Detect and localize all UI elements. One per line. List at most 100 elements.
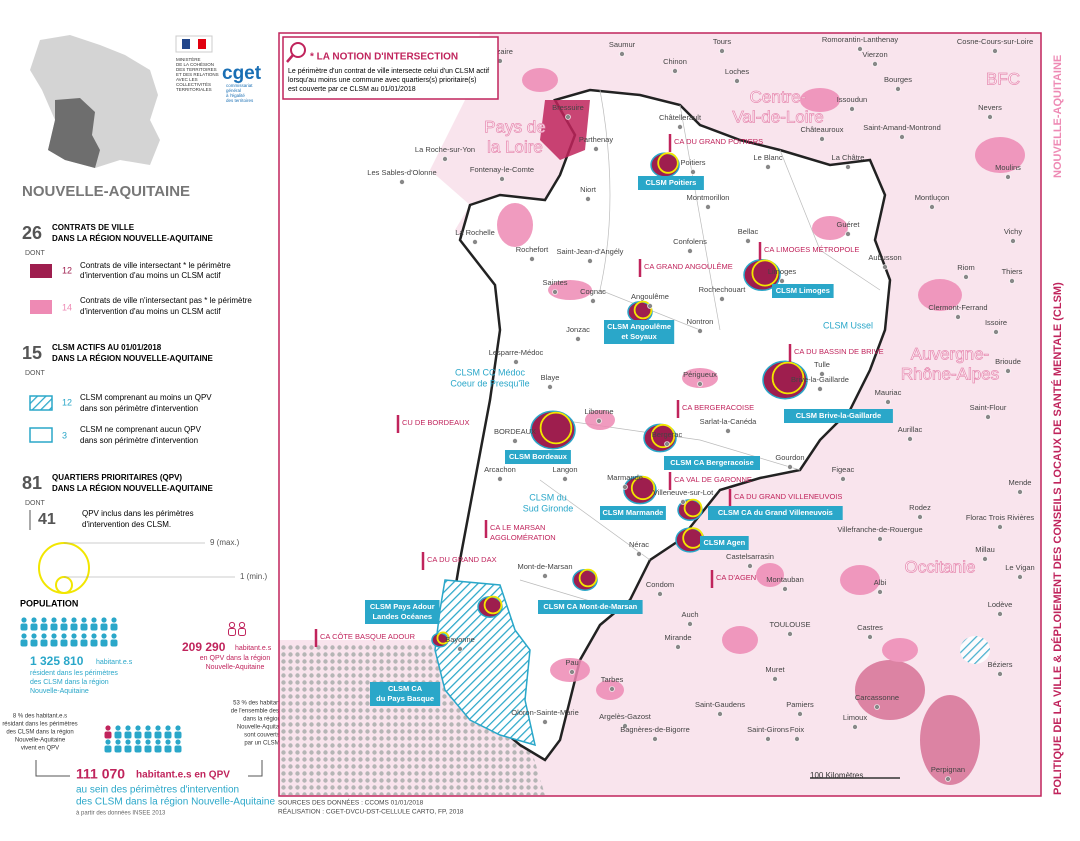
city-dot	[1017, 574, 1023, 580]
magnifier-icon	[290, 42, 306, 58]
city-dot	[787, 631, 793, 637]
city-dot	[609, 686, 615, 692]
city-label: Bressuire	[552, 103, 584, 112]
person-body	[100, 623, 108, 631]
person-body	[110, 639, 118, 647]
city-dot	[587, 258, 593, 264]
city-label: Fontenay-le-Comte	[470, 165, 534, 174]
person-head	[61, 633, 67, 639]
legend-text: dans son périmètre d'intervention	[80, 404, 198, 413]
city-dot	[585, 196, 591, 202]
person-body	[114, 745, 122, 753]
cget-logo: cget	[222, 63, 262, 84]
person-body	[104, 731, 112, 739]
city-dot	[590, 298, 596, 304]
city-dot	[697, 328, 703, 334]
size-legend-circle	[38, 542, 90, 594]
city-dot	[677, 124, 683, 130]
legend-text: d'intervention d'au moins un CLSM actif	[80, 307, 221, 316]
clsm-box	[708, 506, 843, 520]
city-dot	[675, 644, 681, 650]
person-body	[90, 639, 98, 647]
city-dot	[652, 736, 658, 742]
city-dot	[849, 106, 855, 112]
city-label: Blaye	[541, 373, 560, 382]
city-label: Marmande	[607, 473, 643, 482]
person-head	[105, 725, 111, 731]
person-head	[111, 633, 117, 639]
person-head	[125, 725, 131, 731]
city-label: Jonzac	[566, 325, 590, 334]
size-legend-circle	[55, 576, 73, 594]
region-title: NOUVELLE-AQUITAINE	[22, 183, 190, 200]
qpv-circle	[657, 152, 679, 174]
city-label: Oloron-Sainte-Marie	[511, 708, 579, 717]
person-body	[80, 623, 88, 631]
agglomeration-label: CA DU GRAND VILLENEUVOIS	[734, 492, 842, 501]
city-label: Villefranche-de-Rouergue	[837, 525, 922, 534]
person-head	[115, 739, 121, 745]
person-head	[91, 633, 97, 639]
clsm-box	[538, 600, 643, 614]
agglomeration-label: CU DE BORDEAUX	[402, 418, 470, 427]
qpv-line: en QPV dans la région	[200, 655, 271, 662]
legend-text: CLSM ne comprenant aucun QPV	[80, 425, 202, 434]
count: 81	[22, 473, 42, 493]
city-dot	[562, 476, 568, 482]
person-body	[110, 623, 118, 631]
city-label: Guéret	[837, 220, 861, 229]
person-head	[81, 633, 87, 639]
share-line: sont couverts	[244, 733, 280, 739]
ministry-line: ET DES RELATIONS	[176, 72, 219, 77]
city-dot	[772, 676, 778, 682]
city-label: Bayonne	[445, 635, 475, 644]
section-title: DANS LA RÉGION NOUVELLE-AQUITAINE	[52, 354, 214, 363]
city-dot	[1009, 278, 1015, 284]
city-dot	[547, 384, 553, 390]
agglomeration-label: CA LIMOGES MÉTROPOLE	[764, 245, 859, 254]
city-dot	[997, 611, 1003, 617]
city-dot	[647, 303, 653, 309]
city-label: Tulle	[814, 360, 830, 369]
city-dot	[907, 436, 913, 442]
city-dot	[719, 296, 725, 302]
city-dot	[782, 586, 788, 592]
clsm-box	[505, 450, 571, 464]
legend-swatch	[29, 395, 53, 411]
city-label: Niort	[580, 185, 597, 194]
qpv-text: en QPV dans la région Nouvelle-Aquitaine	[200, 655, 271, 671]
clsm-box	[772, 284, 834, 298]
city-dot	[664, 441, 670, 447]
city-label: Vierzon	[862, 50, 887, 59]
person-body	[154, 745, 162, 753]
city-dot	[657, 591, 663, 597]
big-number: 209 290	[182, 640, 226, 654]
city-dot	[845, 231, 851, 237]
city-label: Villeneuve-sur-Lot	[653, 488, 714, 497]
person-head	[51, 617, 57, 623]
region-label: Pays de	[484, 117, 545, 136]
city-label: Parthenay	[579, 135, 613, 144]
city-dot	[725, 428, 731, 434]
ministry-line: DE LA COHÉSION	[176, 61, 214, 67]
city-dot	[817, 386, 823, 392]
share-line: de l'ensemble des QPV	[231, 709, 294, 715]
city-label: Albi	[874, 578, 887, 587]
agglomeration-label: CA DU GRAND DAX	[427, 555, 497, 564]
city-label: Mende	[1009, 478, 1032, 487]
residents-line: résident dans les périmètres	[30, 670, 118, 677]
clsm-box	[700, 536, 749, 550]
city-label: Rochefort	[516, 245, 549, 254]
clsm-box	[638, 176, 704, 190]
agglomeration-label: CA GRAND ANGOULÊME	[644, 262, 733, 271]
city-dot	[529, 256, 535, 262]
city-label: Tours	[713, 37, 732, 46]
city-label: Bagnères-de-Bigorre	[620, 725, 690, 734]
city-label: Mirande	[664, 633, 691, 642]
legend-text: QPV inclus dans les périmètres	[82, 509, 194, 518]
city-label: Issoudun	[837, 95, 867, 104]
